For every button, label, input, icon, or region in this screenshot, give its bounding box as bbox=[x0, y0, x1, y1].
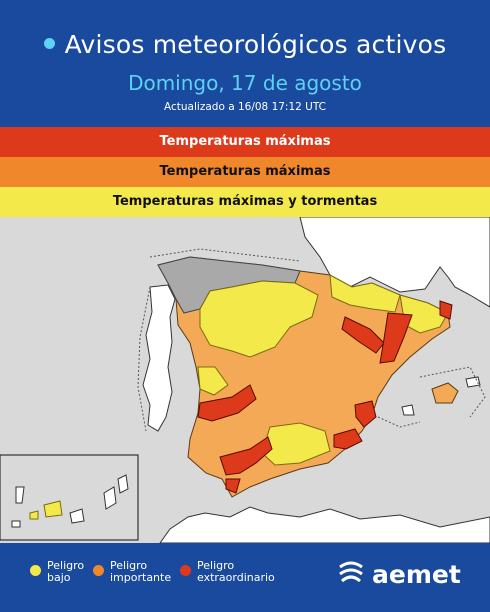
mallorca bbox=[431, 382, 459, 404]
band-important: Temperaturas máximas bbox=[0, 157, 490, 187]
red-guadalquivir bbox=[219, 436, 273, 476]
red-extremadura bbox=[197, 384, 257, 422]
ibiza bbox=[401, 404, 415, 416]
aemet-logo-icon bbox=[339, 561, 363, 583]
footer: Peligro bajo Peligro importante Peligro … bbox=[0, 543, 490, 612]
warnings-map[interactable] bbox=[0, 217, 490, 543]
legend-extraordinary: Peligro extraordinario bbox=[180, 560, 277, 584]
maritime-zones bbox=[137, 248, 486, 432]
lanzarote bbox=[117, 474, 129, 494]
el-hierro bbox=[11, 520, 21, 528]
africa-landmass bbox=[159, 506, 490, 543]
red-ebro bbox=[341, 316, 385, 354]
tenerife bbox=[43, 500, 63, 518]
warning-date: Domingo, 17 de agosto bbox=[128, 71, 362, 95]
gran-canaria bbox=[69, 508, 85, 524]
header: Avisos meteorológicos activos Domingo, 1… bbox=[0, 0, 490, 126]
legend-extraordinary-label: Peligro extraordinario bbox=[197, 559, 275, 584]
la-gomera bbox=[29, 510, 39, 520]
red-murcia bbox=[333, 428, 363, 450]
band-extraordinary: Temperaturas máximas bbox=[0, 127, 490, 157]
yellow-pyrenees bbox=[329, 274, 401, 313]
legend-low-swatch bbox=[30, 565, 41, 576]
legend-low-label: Peligro bajo bbox=[47, 559, 85, 584]
legend-extraordinary-swatch bbox=[180, 565, 191, 576]
aemet-logo-text: aemet bbox=[372, 559, 461, 589]
canary-inset-frame bbox=[0, 454, 139, 541]
fuerteventura bbox=[103, 486, 117, 510]
page-title: Avisos meteorológicos activos bbox=[0, 30, 490, 59]
legend-important-swatch bbox=[93, 565, 104, 576]
menorca bbox=[465, 376, 481, 388]
bullet-dot-icon bbox=[43, 37, 55, 49]
yellow-center-west bbox=[197, 366, 229, 396]
red-cadiz bbox=[225, 478, 241, 494]
title-text: Avisos meteorológicos activos bbox=[64, 30, 447, 59]
aemet-logo: aemet bbox=[336, 559, 461, 589]
legend-important-label: Peligro importante bbox=[110, 559, 172, 584]
red-valencia bbox=[354, 400, 377, 428]
map-svg bbox=[0, 217, 490, 543]
la-palma bbox=[15, 486, 25, 504]
legend-important: Peligro importante bbox=[93, 559, 172, 584]
yellow-north-meseta bbox=[199, 280, 319, 358]
red-girona bbox=[439, 300, 453, 320]
band-low: Temperaturas máximas y tormentas bbox=[0, 187, 490, 217]
legend-low: Peligro bajo bbox=[30, 560, 107, 584]
red-ebro-east bbox=[379, 312, 413, 364]
updated-timestamp: Actualizado a 16/08 17:12 UTC bbox=[164, 101, 326, 113]
portugal-landmass bbox=[142, 284, 176, 432]
